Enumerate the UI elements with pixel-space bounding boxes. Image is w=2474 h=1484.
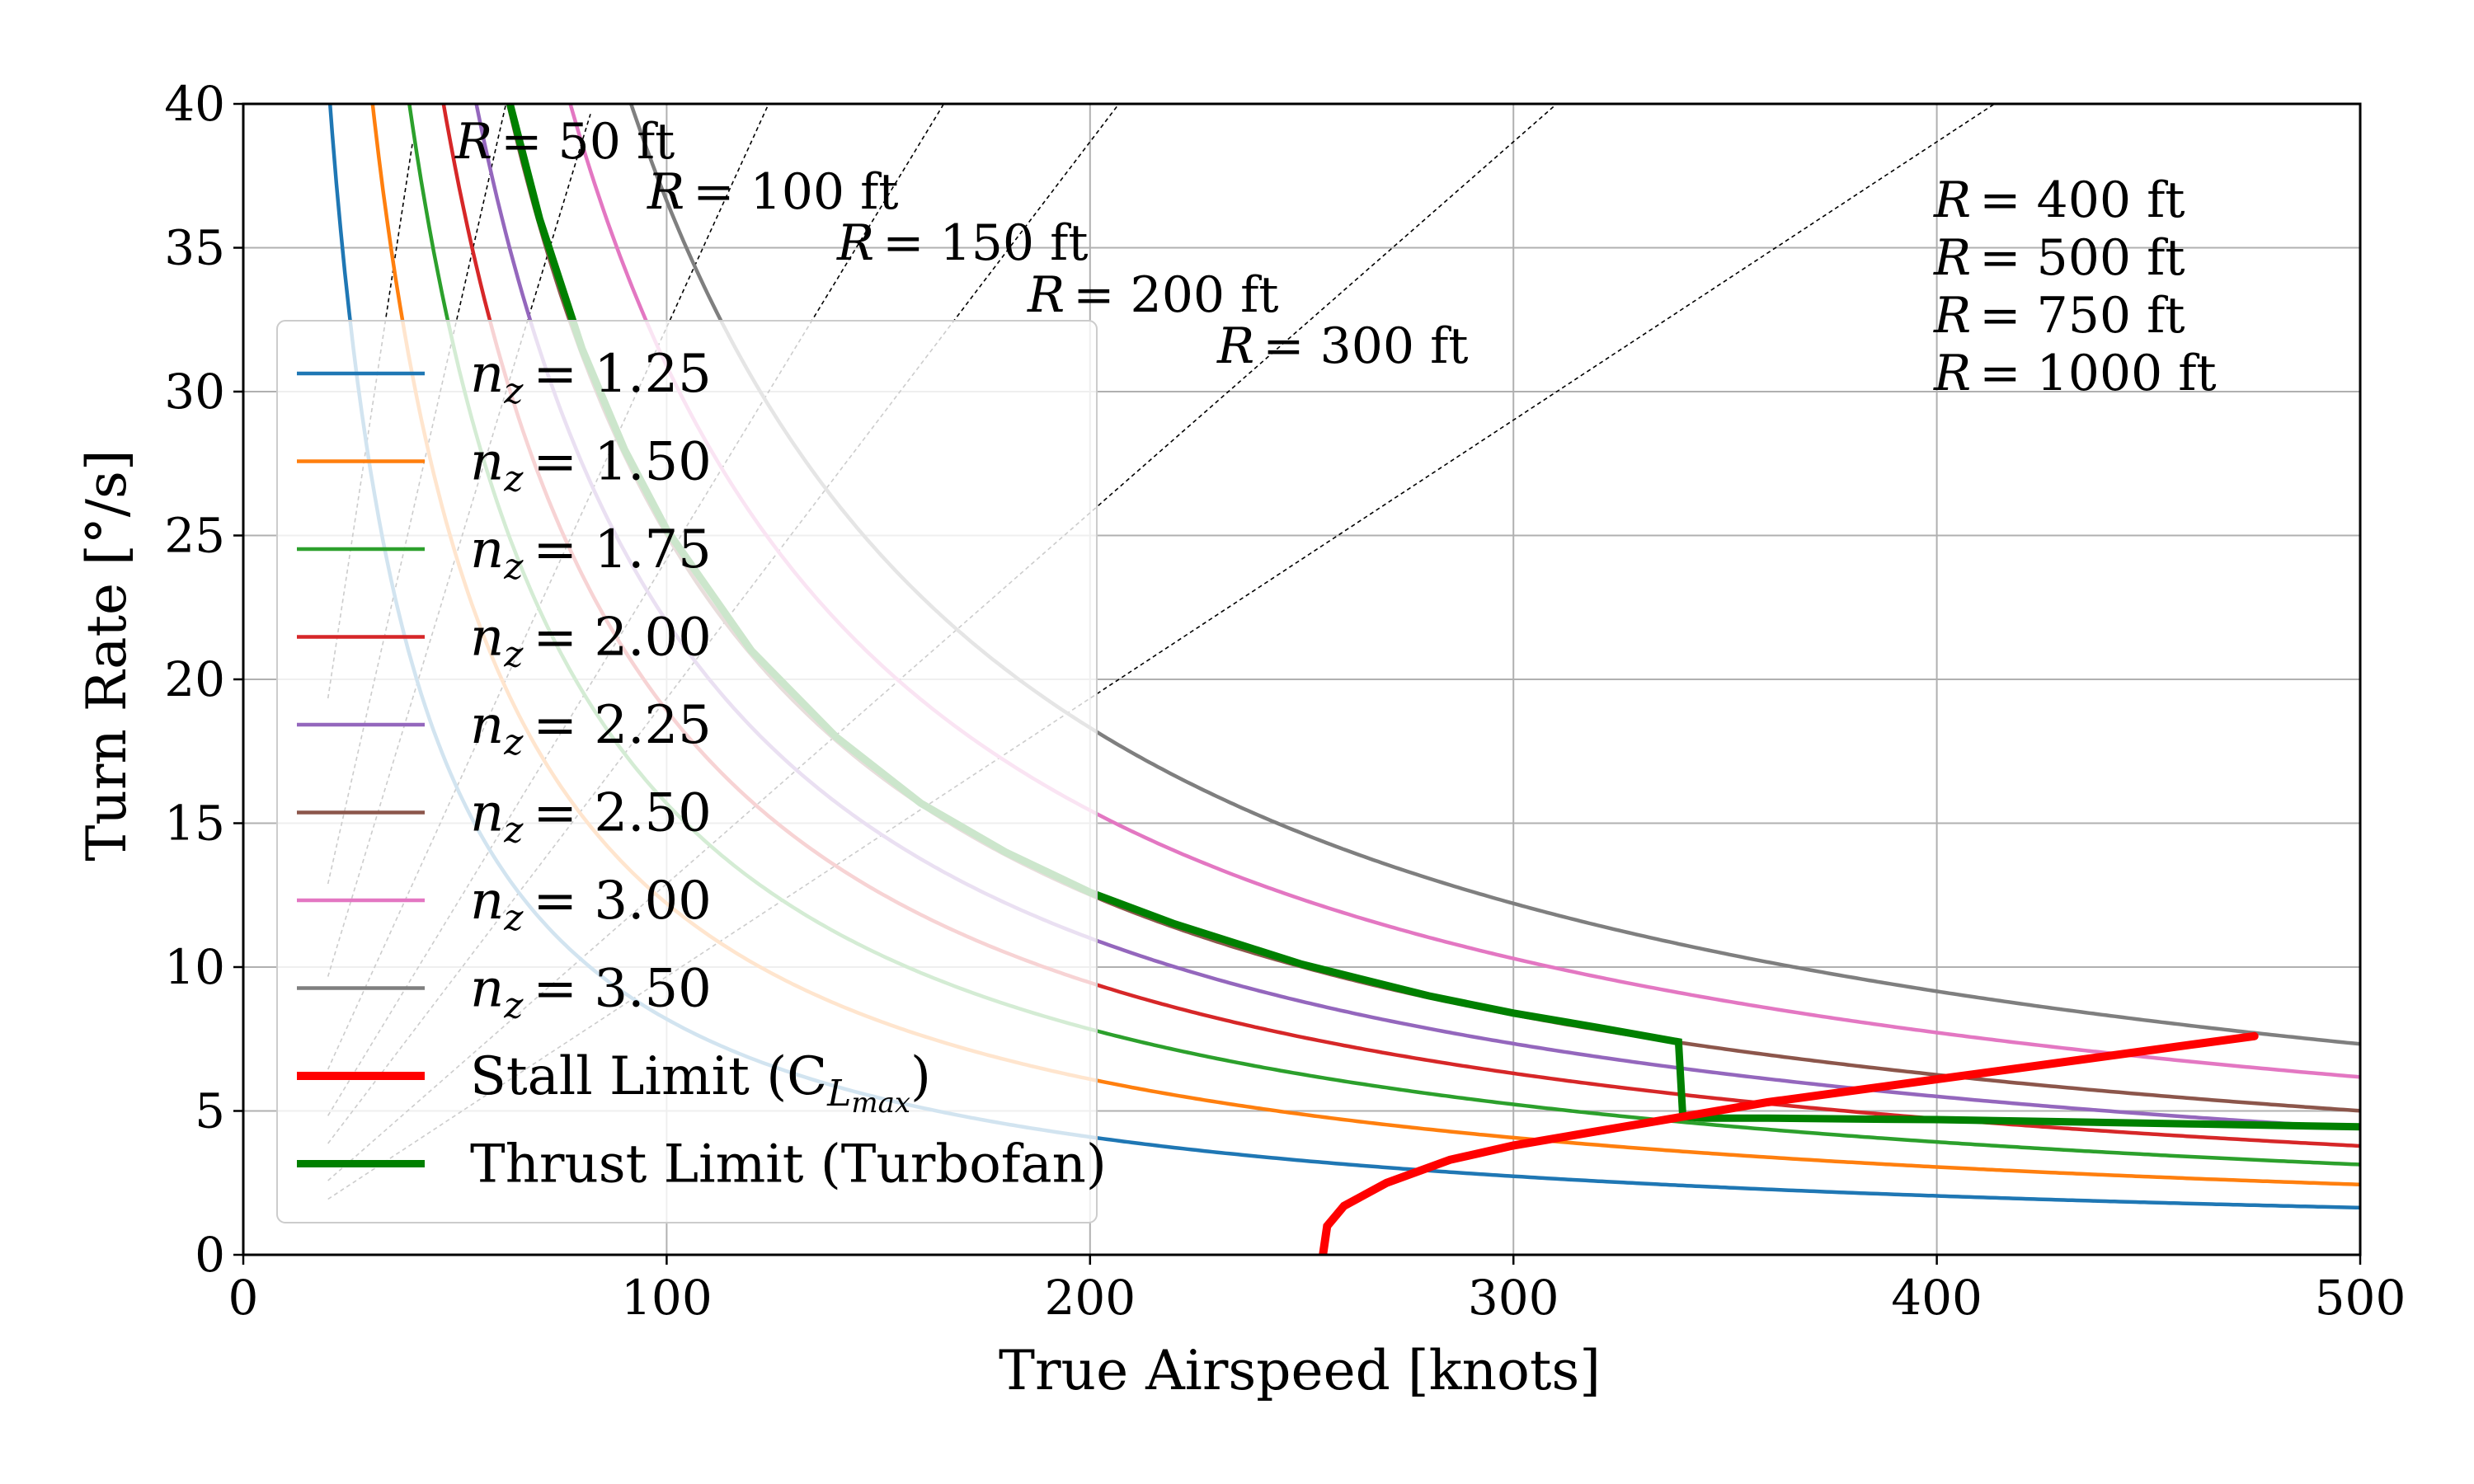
radius-label: R = 500 ft [1933, 229, 2185, 287]
radius-label: R = 150 ft [836, 214, 1088, 272]
legend-label: nz = 3.50 [470, 959, 712, 1027]
y-tick-label: 0 [195, 1227, 225, 1283]
axis-ticks: 0 100 200 300 400 500 0 5 10 15 20 25 30 35 40 [164, 76, 2406, 1326]
radius-label: R = 100 ft [647, 163, 898, 221]
legend-label: nz = 2.00 [470, 608, 712, 676]
radius-line [327, 141, 414, 699]
legend-label: nz = 1.25 [470, 344, 712, 412]
legend-box [276, 320, 1098, 1223]
y-tick-label: 30 [164, 364, 225, 420]
legend-label: Thrust Limit (Turbofan) [470, 1134, 1107, 1195]
x-tick-label: 500 [2315, 1270, 2406, 1326]
radius-labels: R = 50 ftR = 100 ftR = 150 ftR = 200 ftR = 30… [454, 113, 2217, 402]
radius-label: R = 400 ft [1933, 171, 2185, 229]
y-axis-label: Turn Rate [°/s] [75, 449, 139, 861]
legend-label: nz = 3.00 [470, 871, 712, 939]
x-tick-label: 100 [621, 1270, 713, 1326]
legend: nz = 1.25 nz = 1.50 nz = 1.75 nz = 2.00 nz = 2.25… [276, 320, 1107, 1223]
legend-label: nz = 2.25 [470, 695, 712, 763]
radius-label: R = 200 ft [1027, 266, 1278, 324]
y-tick-label: 20 [164, 651, 225, 707]
y-tick-label: 40 [164, 76, 225, 132]
x-tick-label: 200 [1044, 1270, 1136, 1326]
x-axis-label: True Airspeed [knots] [999, 1339, 1601, 1402]
radius-label: R = 750 ft [1933, 287, 2185, 345]
y-tick-label: 10 [164, 939, 225, 995]
x-tick-label: 400 [1891, 1270, 1982, 1326]
radius-label: R = 300 ft [1216, 317, 1468, 375]
legend-label: nz = 1.50 [470, 432, 712, 500]
legend-label: nz = 2.50 [470, 783, 712, 852]
y-tick-label: 15 [164, 796, 225, 852]
legend-label: nz = 1.75 [470, 519, 712, 588]
y-tick-label: 25 [164, 508, 225, 564]
legend-label: Stall Limit (CLmax) [470, 1046, 931, 1120]
y-tick-label: 35 [164, 220, 225, 276]
radius-label: R = 50 ft [454, 113, 675, 171]
x-tick-label: 300 [1468, 1270, 1559, 1326]
radius-label: R = 1000 ft [1933, 345, 2217, 402]
x-tick-label: 0 [228, 1270, 259, 1326]
stall-limit-curve [1319, 1031, 2259, 1255]
y-tick-label: 5 [195, 1083, 225, 1139]
